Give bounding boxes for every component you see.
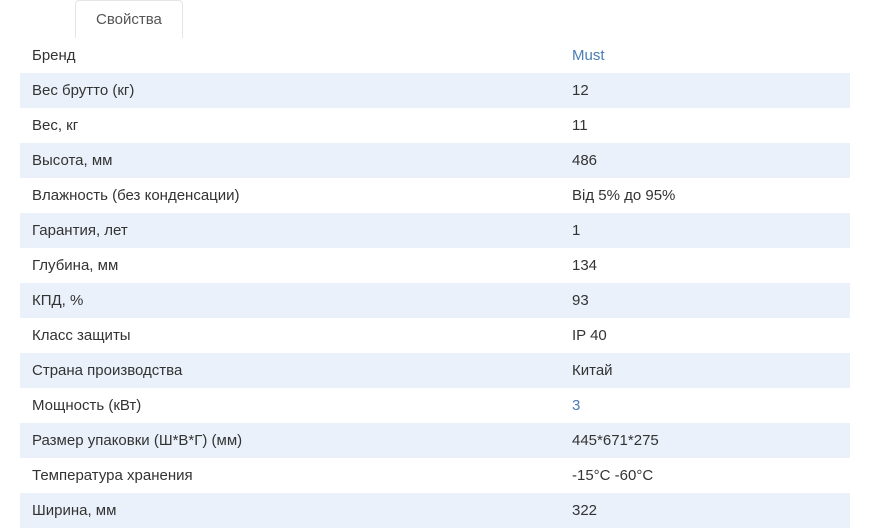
spec-row: Ширина, мм322 (20, 493, 850, 528)
spec-value: Китай (572, 362, 838, 379)
spec-row: Вес брутто (кг)12 (20, 73, 850, 108)
spec-row: Гарантия, лет1 (20, 213, 850, 248)
spec-value: 93 (572, 292, 838, 309)
spec-label: Класс защиты (32, 327, 572, 344)
spec-row: Влажность (без конденсации)Від 5% до 95% (20, 178, 850, 213)
spec-label: Влажность (без конденсации) (32, 187, 572, 204)
spec-row: Размер упаковки (Ш*В*Г) (мм)445*671*275 (20, 423, 850, 458)
spec-row: Температура хранения-15°C -60°C (20, 458, 850, 493)
spec-value: IP 40 (572, 327, 838, 344)
spec-label: Глубина, мм (32, 257, 572, 274)
spec-row: Вес, кг11 (20, 108, 850, 143)
spec-value: 134 (572, 257, 838, 274)
spec-table: БрендMustВес брутто (кг)12Вес, кг11Высот… (20, 38, 850, 528)
specs-container: Свойства БрендMustВес брутто (кг)12Вес, … (0, 0, 870, 528)
spec-value: Від 5% до 95% (572, 187, 838, 204)
spec-label: КПД, % (32, 292, 572, 309)
spec-value-link[interactable]: Must (572, 47, 838, 64)
spec-label: Страна производства (32, 362, 572, 379)
spec-label: Температура хранения (32, 467, 572, 484)
tab-wrapper: Свойства (20, 0, 850, 38)
spec-value: 486 (572, 152, 838, 169)
spec-row: КПД, %93 (20, 283, 850, 318)
spec-value: 1 (572, 222, 838, 239)
spec-value-link[interactable]: 3 (572, 397, 838, 414)
spec-row: БрендMust (20, 38, 850, 73)
spec-value: 445*671*275 (572, 432, 838, 449)
spec-value: 11 (572, 117, 838, 134)
spec-label: Бренд (32, 47, 572, 64)
spec-value: 322 (572, 502, 838, 519)
spec-label: Размер упаковки (Ш*В*Г) (мм) (32, 432, 572, 449)
spec-label: Мощность (кВт) (32, 397, 572, 414)
spec-row: Высота, мм486 (20, 143, 850, 178)
spec-value: 12 (572, 82, 838, 99)
spec-row: Класс защитыIP 40 (20, 318, 850, 353)
spec-row: Страна производстваКитай (20, 353, 850, 388)
spec-label: Высота, мм (32, 152, 572, 169)
spec-value: -15°C -60°C (572, 467, 838, 484)
tab-properties[interactable]: Свойства (75, 0, 183, 38)
spec-row: Мощность (кВт)3 (20, 388, 850, 423)
spec-row: Глубина, мм134 (20, 248, 850, 283)
spec-label: Гарантия, лет (32, 222, 572, 239)
spec-label: Вес брутто (кг) (32, 82, 572, 99)
spec-label: Вес, кг (32, 117, 572, 134)
spec-label: Ширина, мм (32, 502, 572, 519)
